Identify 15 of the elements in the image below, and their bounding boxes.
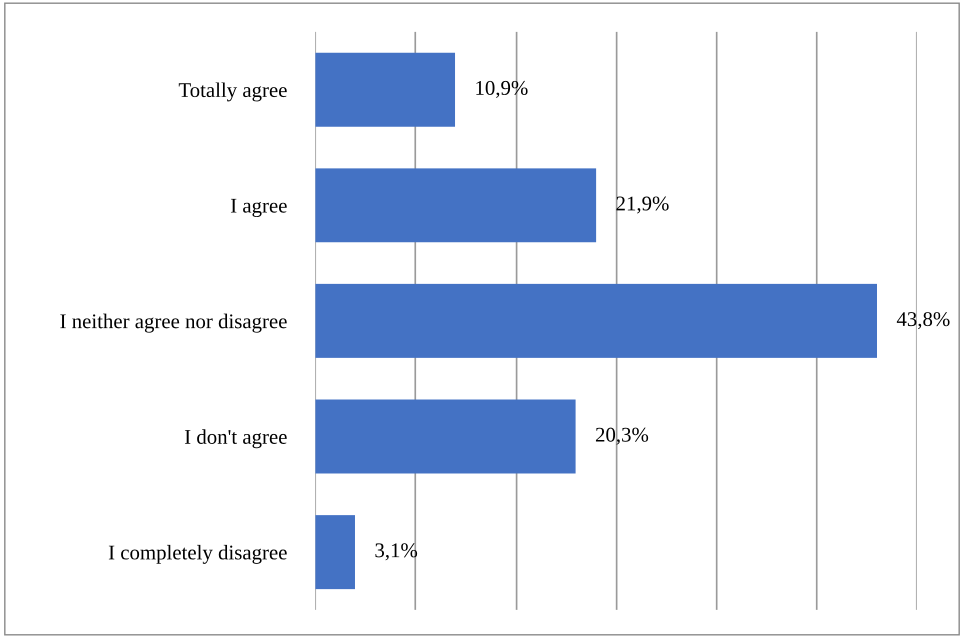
y-tick-label: I agree — [230, 198, 287, 218]
data-label: 21,9% — [616, 196, 669, 214]
y-tick-label: Totally agree — [178, 82, 287, 102]
bar — [315, 52, 456, 127]
bar — [315, 515, 355, 590]
bar — [315, 168, 596, 242]
data-label: 43,8% — [896, 312, 950, 330]
y-tick-label: I don't agree — [184, 429, 287, 448]
data-label: 3,1% — [375, 543, 418, 560]
bar — [315, 400, 576, 474]
data-label: 10,9% — [476, 80, 528, 98]
y-tick-label: I completely disagree — [108, 544, 287, 564]
data-label: 20,3% — [596, 428, 648, 445]
y-tick-label: I neither agree nor disagree — [60, 314, 287, 333]
bar — [315, 284, 878, 358]
